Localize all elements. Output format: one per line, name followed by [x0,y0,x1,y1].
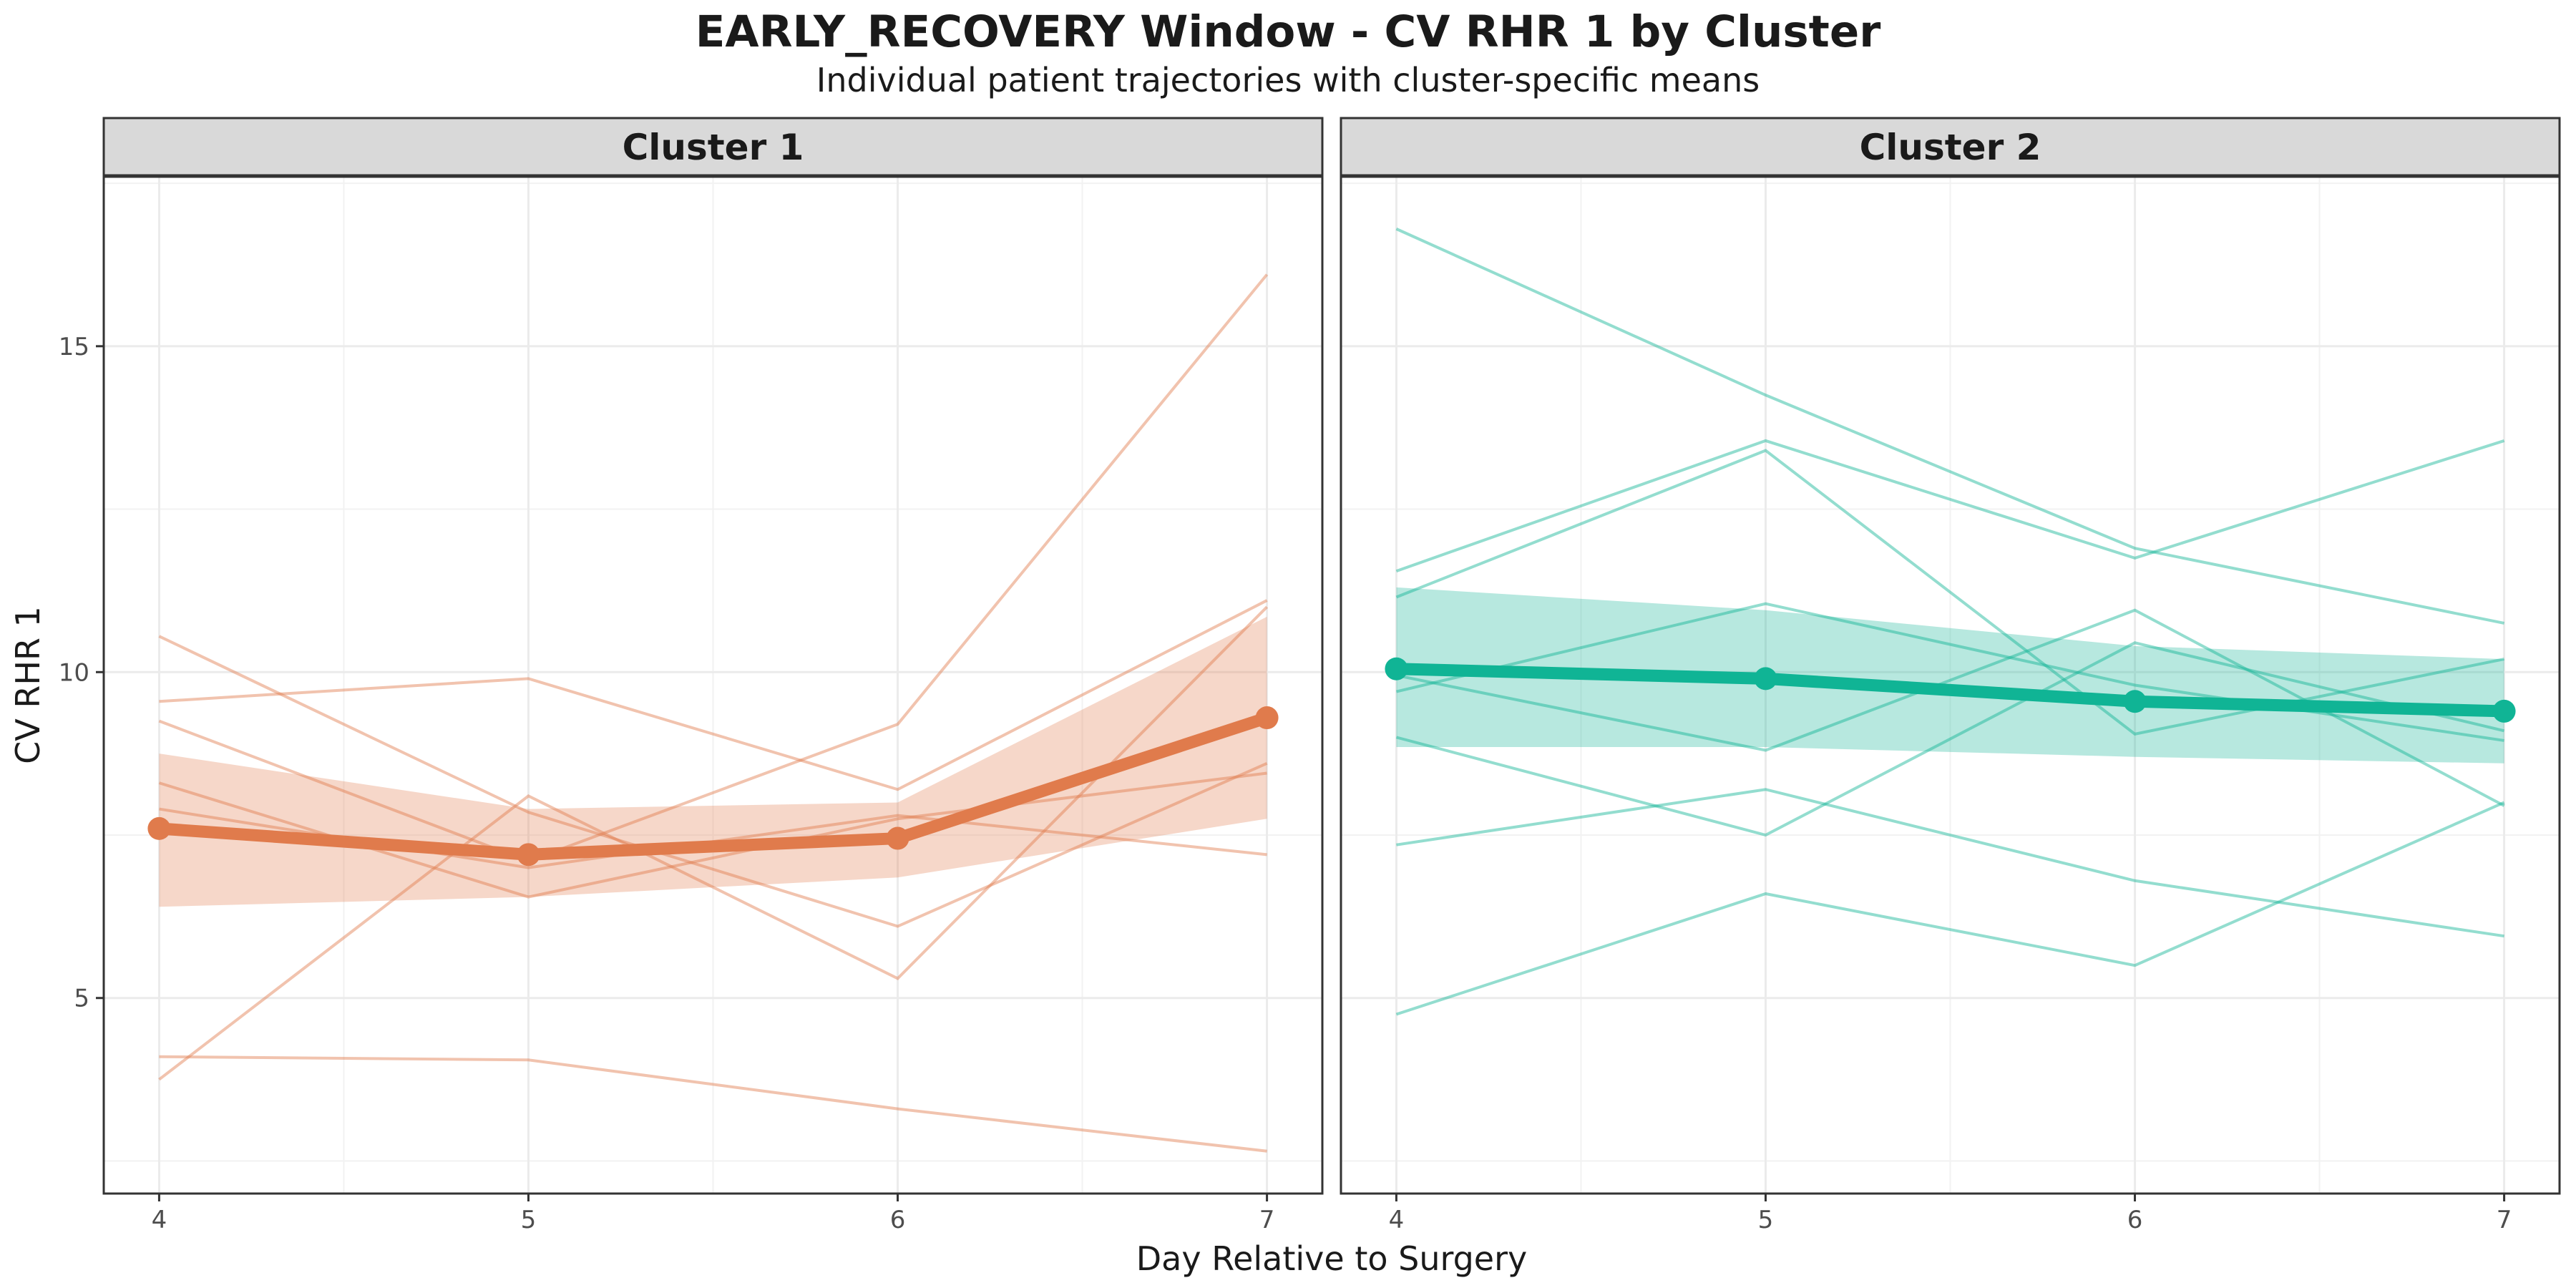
x-tick-label: 7 [2497,1206,2512,1234]
panel-border [102,175,1324,1195]
patient-trajectory-8 [1395,602,2504,742]
cluster-mean-point [886,826,909,850]
patient-trajectory-1 [1395,228,2504,625]
x-tick-label: 6 [2127,1206,2143,1234]
cluster-mean-line [1390,663,2511,718]
panel-border [1340,175,2561,1195]
patient-trajectory-6 [159,1055,1267,1153]
chart-subtitle: Individual patient trajectories with clu… [816,61,1760,99]
y-tick-label: 15 [59,333,89,361]
x-tick-label: 7 [1259,1206,1275,1234]
cluster-mean-line [152,711,1274,861]
patient-trajectory-3 [158,273,1269,863]
y-tick-label: 10 [59,658,89,687]
patient-trajectory-5 [158,605,1269,1081]
patient-trajectory-1 [158,635,1268,928]
cluster-mean-point [147,816,171,840]
facet-strip-label: Cluster 1 [623,127,804,168]
facet-strip [102,117,1324,177]
x-tick-label: 4 [1389,1206,1405,1234]
x-tick-label: 5 [521,1206,537,1234]
patient-trajectory-3 [1395,449,2504,736]
cluster-mean-point [2492,699,2516,723]
confidence-ribbon [159,616,1267,907]
x-tick-label: 4 [152,1206,167,1234]
cluster-mean-point [1255,706,1279,730]
facet-panel-2: Cluster 2 4 5 6 7 [1340,117,2561,1234]
facet-panel-1: Cluster 1 4 5 6 7 5 10 15 [59,117,1324,1234]
cluster-mean-point [1754,667,1777,691]
facet-strip [1340,117,2561,177]
confidence-ribbon [1396,587,2504,763]
cluster-mean-point [1385,657,1408,680]
cluster-mean-point [2123,690,2147,713]
patient-trajectory-2 [159,599,1268,791]
facet-strip-label: Cluster 2 [1860,127,2041,168]
patient-trajectory-7 [1395,801,2505,1016]
patient-trajectory-5 [1395,641,2505,837]
chart-title: EARLY_RECOVERY Window - CV RHR 1 by Clus… [695,6,1881,57]
patient-trajectory-6 [1396,788,2504,938]
x-tick-label: 6 [890,1206,906,1234]
x-axis-title: Day Relative to Surgery [1136,1239,1527,1278]
y-axis-title: CV RHR 1 [9,606,47,764]
patient-trajectory-2 [1395,439,2505,572]
x-tick-label: 5 [1758,1206,1774,1234]
cluster-mean-point [517,843,540,867]
y-tick-label: 5 [74,985,89,1013]
